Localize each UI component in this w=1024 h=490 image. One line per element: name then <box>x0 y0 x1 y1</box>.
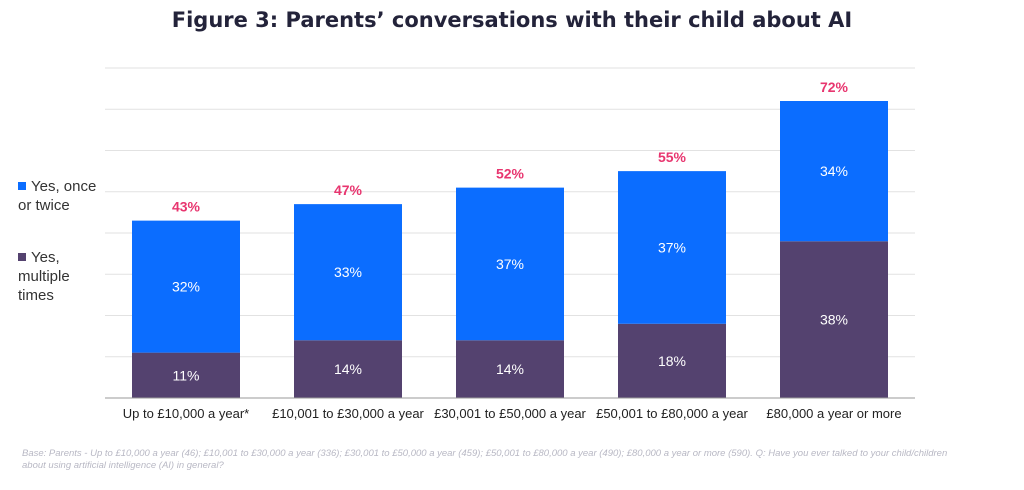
x-axis-tick-label: £30,001 to £50,000 a year <box>434 406 586 421</box>
bar-segment-label: 38% <box>820 312 848 328</box>
legend-item-once-or-twice: Yes, once or twice <box>18 177 96 215</box>
bar-segment-label: 33% <box>334 264 362 280</box>
bar-segment-label: 34% <box>820 163 848 179</box>
bar-segment-label: 14% <box>334 361 362 377</box>
bar-segment-once-or-twice <box>132 220 240 353</box>
bar-segment-label: 37% <box>658 239 686 255</box>
legend-swatch-multiple-times <box>18 253 26 261</box>
bar-segment-multiple-times <box>618 323 726 398</box>
legend-swatch-once-or-twice <box>18 182 26 190</box>
legend-item-multiple-times: Yes, multiple times <box>18 248 70 305</box>
bar-segment-label: 14% <box>496 361 524 377</box>
bar-segment-label: 37% <box>496 256 524 272</box>
bar-total-label: 72% <box>820 79 849 95</box>
legend-label-multiple-line1: Yes, <box>31 249 60 266</box>
bar-segment-multiple-times <box>294 340 402 398</box>
bar-segment-label: 18% <box>658 353 686 369</box>
x-axis-tick-label: £10,001 to £30,000 a year <box>272 406 424 421</box>
bar-segment-once-or-twice <box>780 101 888 242</box>
legend-label-multiple-line2: multiple <box>18 268 70 285</box>
bar-segment-multiple-times <box>456 340 564 398</box>
bar-segment-once-or-twice <box>294 204 402 341</box>
bar-total-label: 52% <box>496 166 525 182</box>
x-axis-tick-label: £50,001 to £80,000 a year <box>596 406 748 421</box>
legend-label-multiple-line3: times <box>18 287 54 304</box>
bar-segment-label: 32% <box>172 279 200 295</box>
bar-total-label: 43% <box>172 199 201 215</box>
bar-segment-once-or-twice <box>618 171 726 324</box>
bar-total-label: 47% <box>334 182 363 198</box>
chart-title: Figure 3: Parents’ conversations with th… <box>171 8 853 32</box>
bar-segment-multiple-times <box>132 352 240 398</box>
bar-segment-once-or-twice <box>456 187 564 341</box>
bar-segment-label: 11% <box>173 367 200 383</box>
bar-total-label: 55% <box>658 149 687 165</box>
legend-label-once-line2: or twice <box>18 197 70 214</box>
footnote: Base: Parents - Up to £10,000 a year (46… <box>22 448 948 471</box>
bar-segment-multiple-times <box>780 241 888 398</box>
x-axis-tick-label: Up to £10,000 a year* <box>123 406 249 421</box>
x-axis-tick-label: £80,000 a year or more <box>766 406 901 421</box>
legend-label-once-line1: Yes, once <box>31 178 97 195</box>
